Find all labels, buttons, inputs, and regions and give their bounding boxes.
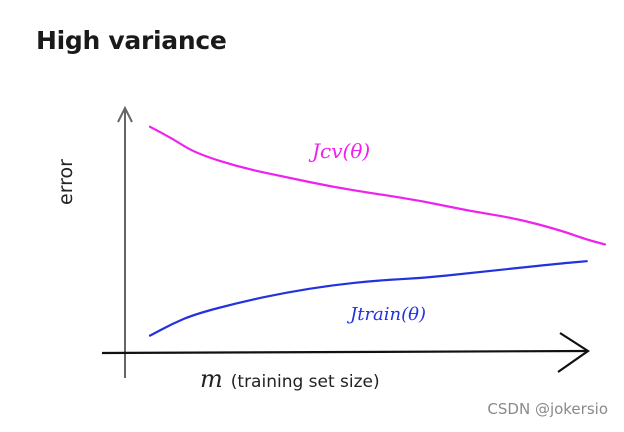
x-axis-arrowhead [557,332,590,373]
x-axis-symbol: m [200,365,223,393]
series-layer: Jcv(θ) Jtrain(θ) [148,125,607,337]
x-axis-text: (training set size) [230,372,380,392]
x-axis-line [101,349,589,355]
x-axis-label: m (training set size) [200,365,380,393]
y-axis-arrowhead [117,105,133,123]
series-label-jcv: Jcv(θ) [308,139,370,163]
series-line-jtrain [148,260,588,337]
chart-title: High variance [36,26,227,55]
watermark: CSDN @jokersio [487,400,608,418]
series-line-jcv [148,125,607,246]
series-label-jtrain: Jtrain(θ) [346,304,426,325]
